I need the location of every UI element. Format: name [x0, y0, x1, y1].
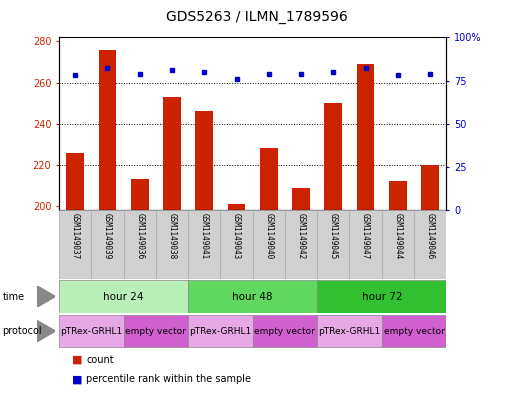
Text: GDS5263 / ILMN_1789596: GDS5263 / ILMN_1789596 [166, 9, 347, 24]
Bar [59, 315, 124, 347]
Bar [188, 281, 317, 312]
Bar [324, 103, 342, 210]
Text: empty vector: empty vector [125, 327, 186, 336]
Bar [317, 210, 349, 279]
Text: count: count [86, 354, 114, 365]
Bar [59, 281, 188, 312]
Text: hour 72: hour 72 [362, 292, 402, 301]
Bar [357, 64, 374, 210]
Bar [59, 210, 91, 279]
Bar [91, 210, 124, 279]
Bar [66, 152, 84, 210]
Text: GSM1149047: GSM1149047 [361, 213, 370, 259]
Bar [163, 97, 181, 210]
Text: protocol: protocol [3, 326, 42, 336]
Bar [228, 204, 245, 210]
Text: GSM1149040: GSM1149040 [264, 213, 273, 259]
Text: hour 48: hour 48 [232, 292, 273, 301]
Bar [252, 315, 317, 347]
Bar [131, 179, 149, 210]
Text: pTRex-GRHL1: pTRex-GRHL1 [319, 327, 381, 336]
Text: empty vector: empty vector [384, 327, 444, 336]
Text: empty vector: empty vector [254, 327, 315, 336]
Text: GSM1149037: GSM1149037 [71, 213, 80, 259]
Bar [382, 210, 414, 279]
Text: pTRex-GRHL1: pTRex-GRHL1 [60, 327, 123, 336]
Bar [98, 50, 116, 210]
Text: GSM1149045: GSM1149045 [329, 213, 338, 259]
Bar [389, 182, 407, 210]
Bar [292, 187, 310, 210]
Text: GSM1149038: GSM1149038 [167, 213, 176, 259]
Bar [285, 210, 317, 279]
Polygon shape [37, 286, 55, 307]
Bar [124, 210, 156, 279]
Polygon shape [37, 320, 55, 342]
Text: pTRex-GRHL1: pTRex-GRHL1 [189, 327, 251, 336]
Bar [188, 210, 221, 279]
Bar [252, 210, 285, 279]
Bar [414, 210, 446, 279]
Bar [124, 315, 188, 347]
Text: GSM1149039: GSM1149039 [103, 213, 112, 259]
Text: percentile rank within the sample: percentile rank within the sample [86, 374, 251, 384]
Text: GSM1149043: GSM1149043 [232, 213, 241, 259]
Bar [221, 210, 252, 279]
Text: GSM1149042: GSM1149042 [297, 213, 306, 259]
Text: GSM1149041: GSM1149041 [200, 213, 209, 259]
Text: time: time [3, 292, 25, 301]
Bar [349, 210, 382, 279]
Bar [156, 210, 188, 279]
Bar [317, 315, 382, 347]
Bar [195, 112, 213, 210]
Text: hour 24: hour 24 [103, 292, 144, 301]
Bar [260, 149, 278, 210]
Text: GSM1149046: GSM1149046 [426, 213, 435, 259]
Bar [188, 315, 252, 347]
Text: GSM1149044: GSM1149044 [393, 213, 402, 259]
Bar [421, 165, 439, 210]
Text: GSM1149036: GSM1149036 [135, 213, 144, 259]
Text: ■: ■ [72, 374, 82, 384]
Bar [317, 281, 446, 312]
Bar [382, 315, 446, 347]
Text: ■: ■ [72, 354, 82, 365]
